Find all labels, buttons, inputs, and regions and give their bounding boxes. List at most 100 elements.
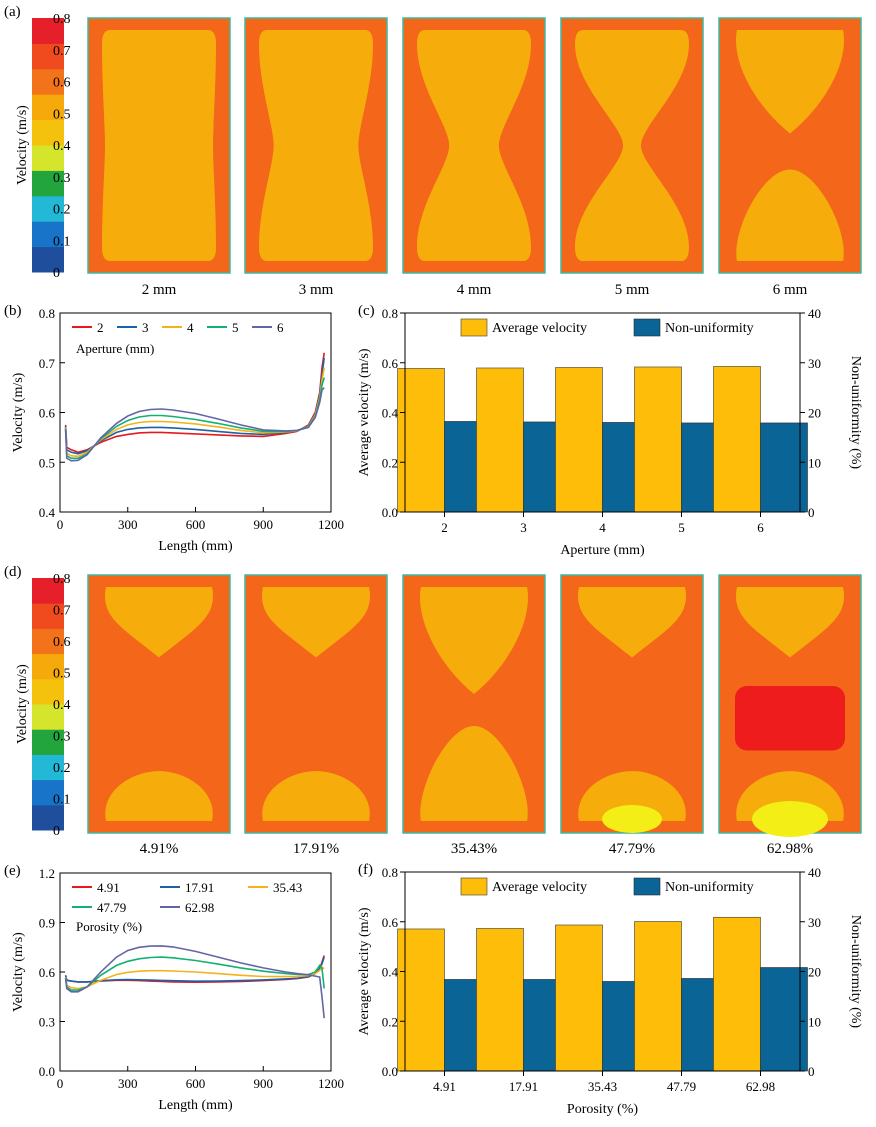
legend-entry: 4 — [187, 320, 194, 335]
legend-entry: 47.79 — [97, 900, 126, 915]
contour-inner-bottom — [736, 169, 844, 261]
colorbar-segment — [32, 754, 64, 781]
colorbar-tick: 0.5 — [53, 667, 71, 682]
legend-entry: 6 — [277, 320, 284, 335]
contour-panel — [87, 17, 231, 274]
colorbar-segment — [32, 18, 64, 44]
y-axis-label: Average velocity (m/s) — [357, 348, 372, 476]
bar-average-velocity — [476, 928, 524, 1072]
y-tick-label: 0.8 — [39, 306, 55, 321]
x-tick-label: 62.98 — [746, 1079, 775, 1094]
contour-label: 4.91% — [140, 841, 179, 857]
contour-panel — [718, 17, 862, 274]
x-tick-label: 3 — [520, 520, 527, 535]
x-tick-label: 5 — [678, 520, 685, 535]
contour-label: 2 mm — [142, 282, 177, 298]
panel-label: (e) — [4, 863, 21, 879]
y2-tick-label: 10 — [808, 455, 821, 470]
y2-tick-label: 0 — [808, 1064, 815, 1079]
y-tick-label: 0.2 — [382, 455, 398, 470]
contour-inner-region — [102, 30, 216, 261]
contour-inner-top — [578, 587, 686, 658]
series-line-35.43 — [64, 965, 325, 990]
contour-label: 5 mm — [615, 282, 650, 298]
y2-tick-label: 30 — [808, 915, 821, 930]
legend-swatch — [633, 318, 661, 337]
series-line-3 — [64, 357, 325, 455]
colorbar-segment — [32, 68, 64, 95]
y2-tick-label: 0 — [808, 505, 815, 520]
contour-inner-region — [417, 30, 531, 261]
colorbar-title: Velocity (m/s) — [15, 664, 30, 744]
y-tick-label: 0.9 — [39, 916, 55, 931]
contour-label: 47.79% — [609, 841, 655, 857]
colorbar-segment — [32, 195, 64, 222]
chart-e: (e) 0 300 600 900 1200 0.0 0.3 0.6 0.9 1.2 Length (… — [4, 863, 344, 1113]
contour-panel — [244, 17, 388, 274]
x-tick-label: 17.91 — [509, 1079, 538, 1094]
colorbar-segment — [32, 628, 64, 655]
x-tick-label: 900 — [254, 1076, 274, 1091]
colorbar-tick: 0.4 — [53, 698, 71, 713]
legend-entry: 5 — [232, 320, 239, 335]
contour-inner-bottom — [578, 771, 686, 821]
contour-inner-bottom — [420, 726, 528, 821]
y2-tick-label: 30 — [808, 356, 821, 371]
colorbar-segment — [32, 779, 64, 806]
colorbar-title: Velocity (m/s) — [15, 105, 30, 185]
panel-d: (d) 0 0.1 0.2 0.3 0.4 0.5 0.6 0.7 0.8 Velocity (m/… — [4, 564, 862, 857]
y-tick-label: 0.6 — [39, 965, 56, 980]
y-tick-label: 1.2 — [39, 866, 55, 881]
colorbar-tick: 0.1 — [53, 793, 71, 808]
series-line-4 — [64, 367, 325, 458]
y-tick-label: 0.3 — [39, 1015, 55, 1030]
bar-average-velocity — [555, 924, 603, 1072]
x-tick-label: 6 — [757, 520, 764, 535]
contour-inner-bottom — [105, 771, 213, 821]
y-tick-label: 0.2 — [382, 1014, 398, 1029]
chart-f: (f) 4.91 17.91 35.43 47.79 62.98 0.0 0.2 0.4 0.6 0… — [357, 862, 863, 1117]
colorbar-segment — [32, 43, 64, 70]
y-tick-label: 0.0 — [382, 1064, 398, 1079]
y-tick-label: 0.5 — [39, 455, 55, 470]
y-tick-label: 0.8 — [382, 306, 398, 321]
legend-entry: Average velocity — [492, 321, 587, 336]
series-line-5 — [64, 377, 325, 460]
contour-panel — [87, 574, 231, 834]
x-tick-label: 900 — [254, 517, 274, 532]
contour-panel — [560, 17, 704, 274]
colorbar-tick: 0.3 — [53, 171, 71, 186]
colorbar-tick: 0 — [53, 824, 60, 839]
y2-tick-label: 20 — [808, 406, 821, 421]
x-axis-label: Porosity (%) — [567, 1102, 639, 1117]
contour-inner-top — [736, 30, 844, 134]
y-tick-label: 0.6 — [382, 356, 399, 371]
x-tick-label: 300 — [118, 1076, 138, 1091]
legend-entry: 2 — [97, 320, 104, 335]
colorbar-segment — [32, 170, 64, 197]
colorbar-segment — [32, 246, 64, 273]
x-axis-label: Length (mm) — [158, 539, 233, 554]
contour-label: 62.98% — [767, 841, 813, 857]
panel-a: (a) 0 0.1 0.2 0.3 0.4 0.5 0.6 0.7 0.8 Velocity (m/… — [4, 4, 862, 298]
y2-tick-label: 20 — [808, 965, 821, 980]
legend-entry: Non-uniformity — [665, 880, 754, 895]
x-tick-label: 1200 — [318, 1076, 344, 1091]
contour-label: 6 mm — [773, 282, 808, 298]
panel-label: (c) — [358, 303, 375, 319]
contour-inner-top — [262, 587, 370, 658]
contour-low-velocity-zone — [752, 801, 828, 837]
legend-entry: Average velocity — [492, 880, 587, 895]
colorbar-tick: 0.8 — [53, 572, 71, 587]
contour-inner-bottom — [262, 771, 370, 821]
x-tick-label: 35.43 — [588, 1079, 617, 1094]
chart-c: (c) 2 3 4 5 6 0.0 0.2 0.4 0.6 0.8 0 10 20 30 40 Aperture… — [357, 303, 863, 558]
x-tick-label: 4.91 — [433, 1079, 456, 1094]
legend-entry: Non-uniformity — [665, 321, 754, 336]
legend-entry: 3 — [142, 320, 149, 335]
contour-panel — [560, 574, 704, 834]
colorbar-tick: 0.3 — [53, 730, 71, 745]
colorbar-tick: 0.7 — [53, 44, 71, 59]
series-line-47.79 — [64, 956, 325, 991]
